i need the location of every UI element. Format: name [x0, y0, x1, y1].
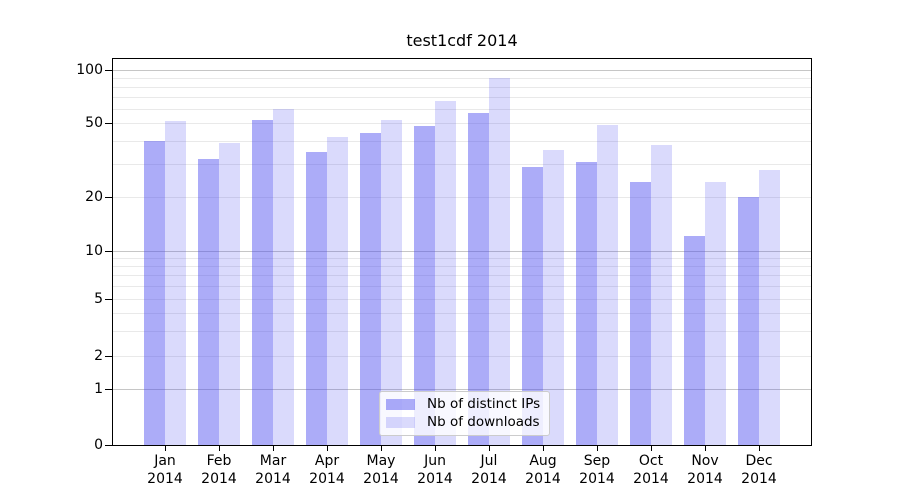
bar-downloads-jun [434, 100, 456, 445]
legend-row-downloads: Nb of downloads [386, 415, 540, 430]
legend-row-distinct-ips: Nb of distinct IPs [386, 397, 540, 412]
bar-distinct-ips-mar [251, 120, 273, 445]
gridline-y-20 [113, 197, 811, 198]
bar-downloads-feb [218, 143, 240, 445]
bar-distinct-ips-dec [737, 197, 759, 445]
bar-downloads-mar [272, 109, 294, 445]
x-tick-mark-jun [435, 446, 436, 451]
y-tick-label-10: 10 [85, 243, 103, 259]
x-tick-label-dec: Dec 2014 [741, 453, 777, 487]
chart-title: test1cdf 2014 [406, 31, 518, 50]
bar-downloads-apr [326, 137, 348, 445]
bar-distinct-ips-jul [467, 112, 489, 445]
gridline-y-40 [113, 141, 811, 142]
legend: Nb of distinct IPs Nb of downloads [379, 391, 551, 436]
x-tick-label-apr: Apr 2014 [309, 453, 345, 487]
x-tick-mark-apr [327, 446, 328, 451]
y-tick-mark-100 [105, 70, 113, 71]
y-tick-mark-2 [105, 356, 113, 357]
x-tick-mark-dec [759, 446, 760, 451]
x-tick-label-oct: Oct 2014 [633, 453, 669, 487]
x-tick-mark-nov [705, 446, 706, 451]
legend-swatch-distinct-ips [386, 399, 415, 410]
x-tick-mark-mar [273, 446, 274, 451]
gridline-y-2 [113, 356, 811, 357]
x-tick-label-jan: Jan 2014 [147, 453, 183, 487]
x-tick-label-nov: Nov 2014 [687, 453, 723, 487]
legend-swatch-downloads [386, 417, 415, 428]
gridline-y-5 [113, 299, 811, 300]
gridline-y-9 [113, 258, 811, 259]
x-tick-label-jul: Jul 2014 [471, 453, 507, 487]
y-tick-mark-20 [105, 197, 113, 198]
bar-downloads-may [380, 120, 402, 445]
bar-distinct-ips-nov [683, 236, 705, 445]
legend-label-downloads: Nb of downloads [427, 414, 540, 430]
x-tick-label-jun: Jun 2014 [417, 453, 453, 487]
x-tick-label-sep: Sep 2014 [579, 453, 615, 487]
x-tick-mark-sep [597, 446, 598, 451]
plot-area: Nb of distinct IPs Nb of downloads [112, 58, 812, 446]
gridline-y-1 [113, 389, 811, 390]
bar-distinct-ips-feb [197, 159, 219, 445]
gridline-y-3 [113, 331, 811, 332]
x-tick-mark-jan [165, 446, 166, 451]
x-tick-mark-may [381, 446, 382, 451]
y-tick-label-100: 100 [76, 62, 103, 78]
x-tick-mark-feb [219, 446, 220, 451]
y-tick-label-50: 50 [85, 115, 103, 131]
bar-distinct-ips-jun [413, 126, 435, 445]
legend-label-distinct-ips: Nb of distinct IPs [427, 396, 541, 412]
y-tick-label-20: 20 [85, 189, 103, 205]
bar-downloads-dec [758, 169, 780, 445]
y-tick-mark-50 [105, 123, 113, 124]
y-tick-mark-0 [105, 445, 113, 446]
gridline-y-70 [113, 97, 811, 98]
bar-downloads-aug [542, 149, 564, 445]
y-tick-mark-10 [105, 251, 113, 252]
y-tick-label-0: 0 [94, 437, 103, 453]
gridline-y-90 [113, 78, 811, 79]
bar-downloads-sep [596, 124, 618, 445]
y-tick-label-2: 2 [94, 348, 103, 364]
y-tick-label-1: 1 [94, 381, 103, 397]
gridline-y-50 [113, 123, 811, 124]
gridline-y-4 [113, 313, 811, 314]
bar-downloads-nov [704, 182, 726, 445]
bar-downloads-jan [164, 121, 186, 445]
bar-downloads-oct [650, 145, 672, 445]
y-tick-mark-5 [105, 299, 113, 300]
x-tick-label-feb: Feb 2014 [201, 453, 237, 487]
gridline-y-6 [113, 286, 811, 287]
gridline-y-30 [113, 164, 811, 165]
bar-distinct-ips-jan [143, 141, 165, 445]
bar-distinct-ips-aug [521, 166, 543, 445]
x-tick-mark-aug [543, 446, 544, 451]
bar-downloads-jul [488, 78, 510, 445]
gridline-y-80 [113, 87, 811, 88]
gridline-y-100 [113, 70, 811, 71]
bar-distinct-ips-oct [629, 182, 651, 445]
bar-distinct-ips-may [359, 133, 381, 445]
x-tick-mark-jul [489, 446, 490, 451]
x-tick-label-may: May 2014 [363, 453, 399, 487]
x-tick-mark-oct [651, 446, 652, 451]
gridline-y-10 [113, 251, 811, 252]
y-tick-mark-1 [105, 389, 113, 390]
x-tick-label-aug: Aug 2014 [525, 453, 561, 487]
x-tick-label-mar: Mar 2014 [255, 453, 291, 487]
gridline-y-8 [113, 266, 811, 267]
bar-distinct-ips-apr [305, 151, 327, 445]
gridline-y-7 [113, 275, 811, 276]
gridline-y-60 [113, 109, 811, 110]
bar-distinct-ips-sep [575, 161, 597, 445]
y-tick-label-5: 5 [94, 291, 103, 307]
